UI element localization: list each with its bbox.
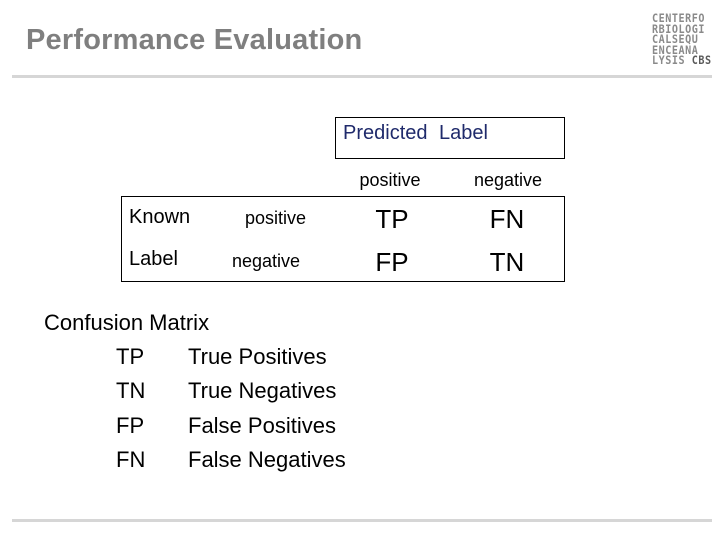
logo-line: CALSEQU bbox=[652, 32, 699, 47]
logo-line: CENTERFO bbox=[652, 11, 705, 25]
slide-title: Performance Evaluation bbox=[26, 24, 363, 56]
cell-false-positive: FP bbox=[375, 247, 409, 277]
row-group-label-label: Label bbox=[129, 248, 178, 270]
legend-desc: True Positives bbox=[188, 344, 327, 369]
cbs-logo: CENTERFO RBIOLOGI CALSEQU ENCEANA LYSIS … bbox=[652, 11, 712, 68]
cell-false-negative: FN bbox=[489, 204, 525, 234]
col-header-negative: negative bbox=[473, 170, 543, 190]
row-group-label-known: Known bbox=[129, 206, 191, 228]
logo-line: LYSIS bbox=[652, 53, 686, 68]
predicted-label-box bbox=[335, 117, 565, 159]
logo-accent: CBS bbox=[691, 53, 712, 68]
confusion-matrix-box bbox=[121, 196, 565, 282]
predicted-label-header: Predicted Label bbox=[343, 122, 488, 144]
row-header-negative: negative bbox=[232, 251, 301, 271]
logo-line: ENCEANA bbox=[652, 42, 699, 57]
legend-title: Confusion Matrix bbox=[44, 310, 210, 335]
legend-abbr: TP bbox=[116, 344, 145, 369]
legend-abbr: TN bbox=[116, 378, 146, 403]
cell-true-negative: TN bbox=[489, 247, 525, 277]
title-divider bbox=[12, 75, 712, 78]
legend-abbr: FP bbox=[116, 413, 145, 438]
legend-desc: False Positives bbox=[188, 413, 336, 438]
logo-line: RBIOLOGI bbox=[652, 21, 705, 36]
col-header-positive: positive bbox=[359, 170, 421, 190]
legend-desc: True Negatives bbox=[188, 378, 337, 403]
cell-true-positive: TP bbox=[375, 204, 409, 234]
row-header-positive: positive bbox=[245, 208, 307, 228]
legend-abbr: FN bbox=[116, 447, 146, 472]
legend-desc: False Negatives bbox=[188, 447, 346, 472]
footer-divider bbox=[12, 519, 712, 522]
